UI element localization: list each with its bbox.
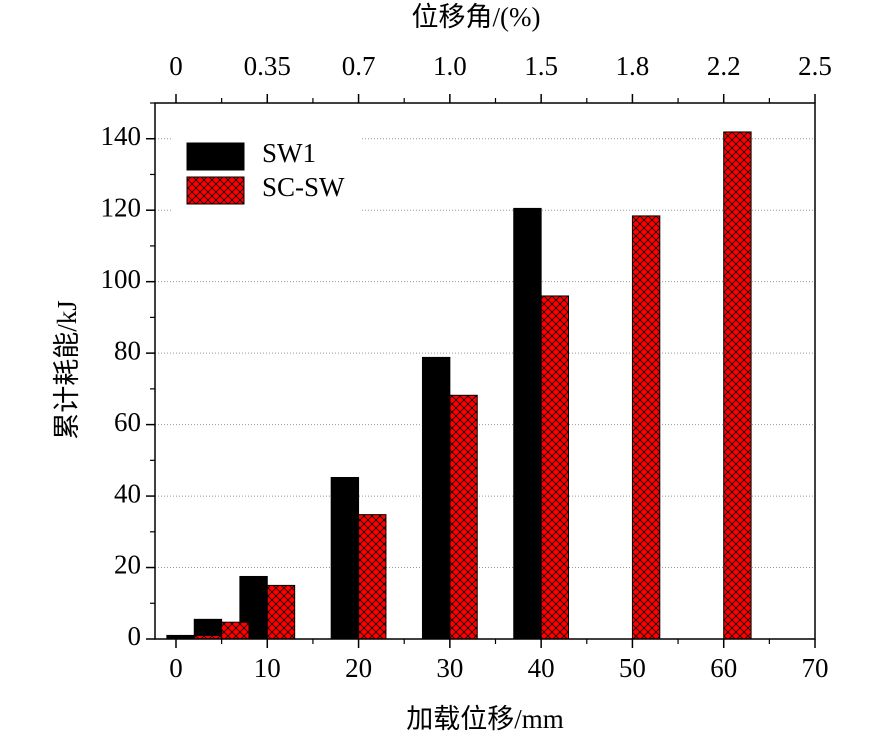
- x2-tick-label: 2.5: [798, 51, 832, 81]
- y-tick-label: 120: [101, 192, 142, 222]
- y-tick-label: 60: [114, 407, 141, 437]
- y-tick-label: 140: [101, 121, 142, 151]
- legend-swatch: [186, 142, 245, 171]
- y-tick-label: 80: [114, 335, 141, 365]
- x2-tick-label: 0.7: [342, 51, 376, 81]
- bar: [266, 584, 296, 640]
- x2-tick-label: 1.8: [616, 51, 650, 81]
- x-tick-label: 50: [619, 653, 646, 683]
- bar: [221, 621, 250, 640]
- bar: [631, 215, 661, 640]
- legend-swatch: [186, 176, 245, 205]
- bar: [540, 295, 570, 640]
- bar: [421, 356, 451, 640]
- x-tick-label: 20: [345, 653, 372, 683]
- legend-label: SC-SW: [262, 172, 345, 202]
- x2-tick-label: 0: [169, 51, 183, 81]
- x2-axis-title: 位移角/(%): [412, 2, 541, 32]
- x2-tick-label: 1.0: [433, 51, 467, 81]
- legend-label: SW1: [262, 138, 316, 168]
- x-axis-title: 加载位移/mm: [406, 704, 564, 734]
- y-tick-label: 20: [114, 550, 141, 580]
- bar: [449, 394, 478, 640]
- bar: [358, 514, 387, 640]
- bar: [330, 476, 360, 640]
- x-tick-label: 40: [528, 653, 555, 683]
- bar: [723, 131, 752, 640]
- x2-tick-label: 1.5: [524, 51, 558, 81]
- y-tick-label: 0: [128, 621, 142, 651]
- x-tick-label: 30: [436, 653, 463, 683]
- x-tick-label: 60: [710, 653, 737, 683]
- y-tick-label: 40: [114, 478, 141, 508]
- bar: [513, 207, 542, 640]
- x-tick-label: 70: [802, 653, 829, 683]
- x-tick-label: 10: [254, 653, 281, 683]
- y-tick-label: 100: [101, 264, 142, 294]
- x2-tick-label: 2.2: [707, 51, 741, 81]
- y-axis-title: 累计耗能/kJ: [52, 300, 82, 440]
- x-tick-label: 0: [169, 653, 183, 683]
- x2-tick-label: 0.35: [244, 51, 291, 81]
- plot-frame: [154, 102, 816, 640]
